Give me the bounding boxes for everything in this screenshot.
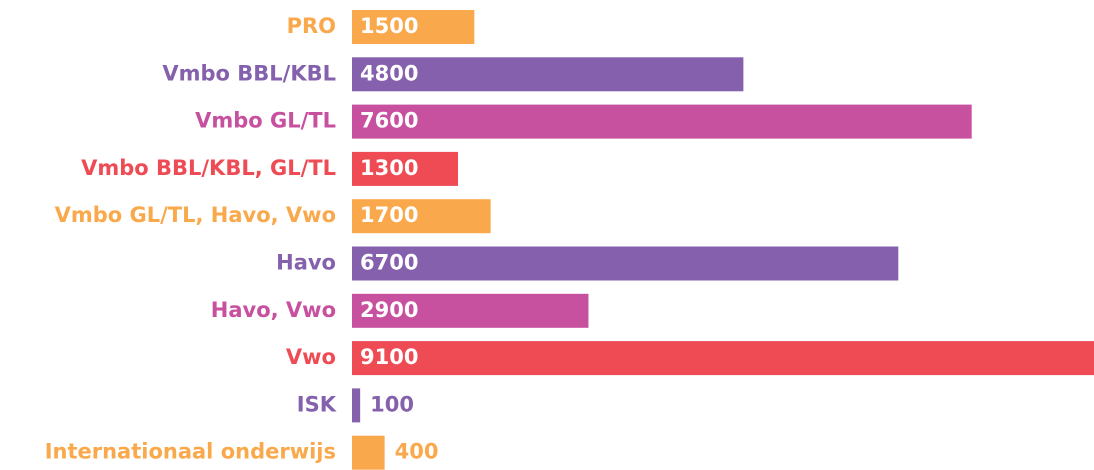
category-label: Vmbo BBL/KBL [162, 61, 336, 85]
value-label: 100 [370, 392, 414, 416]
category-label: Vmbo GL/TL, Havo, Vwo [55, 203, 336, 227]
bar [352, 341, 1094, 376]
bar [352, 388, 361, 423]
bar [352, 57, 744, 92]
value-label: 2900 [360, 298, 418, 322]
category-label: Vmbo GL/TL [195, 109, 336, 133]
category-label: Vwo [286, 345, 336, 369]
value-label: 1300 [360, 156, 418, 180]
value-label: 1700 [360, 203, 418, 227]
bar [352, 104, 972, 139]
bar [352, 151, 458, 186]
category-label: Havo [276, 251, 336, 275]
category-label: Internationaal onderwijs [45, 440, 336, 464]
value-label: 1500 [360, 14, 418, 38]
category-label: Havo, Vwo [211, 298, 336, 322]
bar [352, 10, 475, 44]
bar [352, 293, 589, 328]
value-label: 6700 [360, 251, 418, 275]
category-label: PRO [287, 14, 336, 38]
bar [352, 246, 899, 281]
value-label: 7600 [360, 109, 418, 133]
value-label: 9100 [360, 345, 418, 369]
value-label: 4800 [360, 61, 418, 85]
bar [352, 199, 491, 234]
value-label: 400 [395, 440, 439, 464]
category-label: Vmbo BBL/KBL, GL/TL [81, 156, 336, 180]
category-label: ISK [297, 392, 337, 416]
bar [352, 435, 385, 470]
